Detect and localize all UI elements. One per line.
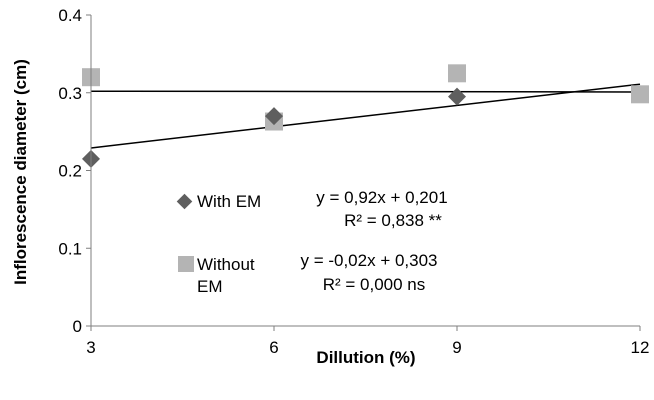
point-with-em: [448, 87, 466, 106]
axes: 0 0.1 0.2 0.3 0.4 3 6 9 12: [58, 6, 649, 357]
y-tick-label: 0: [73, 317, 82, 336]
point-without-em: [631, 85, 649, 104]
legend-item-without-em: Without EM: [178, 255, 255, 296]
equation-without-em: y = -0,02x + 0,303 R² = 0,000 ns: [300, 251, 437, 294]
y-tick-label: 0.3: [58, 84, 82, 103]
legend: With EM Without EM: [176, 192, 261, 296]
y-axis-title: Inflorescence diameter (cm): [11, 59, 30, 285]
trendline-with-em: [90, 83, 641, 149]
y-tick-label: 0.4: [58, 6, 82, 25]
x-axis-title: Dillution (%): [316, 348, 415, 367]
legend-marker-with-em: [176, 193, 193, 210]
legend-label-without-em: Without EM: [197, 255, 255, 296]
legend-marker-without-em: [178, 256, 194, 272]
x-tick-label: 3: [86, 338, 95, 357]
legend-label-with-em: With EM: [197, 192, 261, 211]
point-with-em: [265, 107, 283, 126]
legend-item-with-em: With EM: [176, 192, 261, 211]
x-tick-label: 9: [452, 338, 461, 357]
equation-text-without-em: y = -0,02x + 0,303: [300, 251, 437, 270]
x-tick-label: 6: [269, 338, 278, 357]
y-tick-label: 0.1: [58, 239, 82, 258]
point-without-em: [448, 64, 466, 83]
x-tick-label: 12: [631, 338, 650, 357]
trendlines: [90, 83, 641, 149]
equation-text-with-em: y = 0,92x + 0,201: [316, 188, 447, 207]
r2-text-with-em: R² = 0,838 **: [344, 211, 442, 230]
trendline-without-em: [90, 90, 641, 93]
equation-with-em: y = 0,92x + 0,201 R² = 0,838 **: [316, 188, 447, 230]
y-tick-label: 0.2: [58, 162, 82, 181]
r2-text-without-em: R² = 0,000 ns: [323, 275, 426, 294]
markers: [82, 64, 649, 168]
